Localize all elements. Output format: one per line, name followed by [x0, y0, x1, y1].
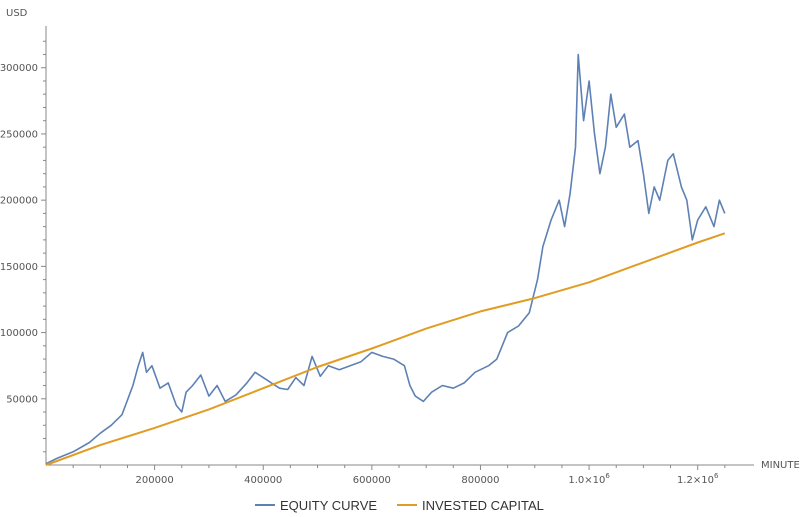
x-tick-label: 400000 [244, 475, 282, 486]
y-tick-label: 300000 [0, 63, 38, 74]
y-tick-label: 250000 [0, 129, 38, 140]
x-tick-label-base: 1.2×10 [677, 475, 714, 486]
x-tick-label-base: 1.0×10 [568, 475, 605, 486]
x-tick-label: 1.0×106 [568, 472, 610, 486]
x-tick-label: 1.2×106 [677, 472, 719, 486]
x-tick-label-exp: 6 [714, 472, 719, 480]
x-ticks: 200000 400000 600000 800000 1.0×106 1.2×106 [72, 465, 726, 486]
x-tick-label-base: 800000 [461, 475, 499, 486]
x-tick-label-base: 200000 [136, 475, 174, 486]
x-tick-label: 800000 [461, 475, 499, 486]
series-layer [45, 53, 726, 466]
series-line-0 [45, 53, 726, 465]
x-tick-label-base: 400000 [244, 475, 282, 486]
x-tick-label-base: 600000 [353, 475, 391, 486]
y-axis-title: USD [6, 8, 28, 19]
axes [45, 26, 754, 466]
y-ticks: 50000 100000 150000 200000 250000 300000 [0, 40, 46, 453]
y-tick-label: 150000 [0, 262, 38, 273]
y-tick-label: 50000 [6, 394, 38, 405]
legend-label: EQUITY CURVE [280, 498, 377, 513]
y-tick-label: 100000 [0, 328, 38, 339]
x-tick-label: 600000 [353, 475, 391, 486]
legend-label: INVESTED CAPITAL [422, 498, 544, 513]
y-tick-label: 200000 [0, 196, 38, 207]
legend: EQUITY CURVE INVESTED CAPITAL [255, 498, 544, 513]
x-tick-label-exp: 6 [605, 472, 610, 480]
x-tick-label: 200000 [136, 475, 174, 486]
x-axis-title: MINUTE [761, 460, 800, 471]
series-line-1 [45, 232, 726, 466]
